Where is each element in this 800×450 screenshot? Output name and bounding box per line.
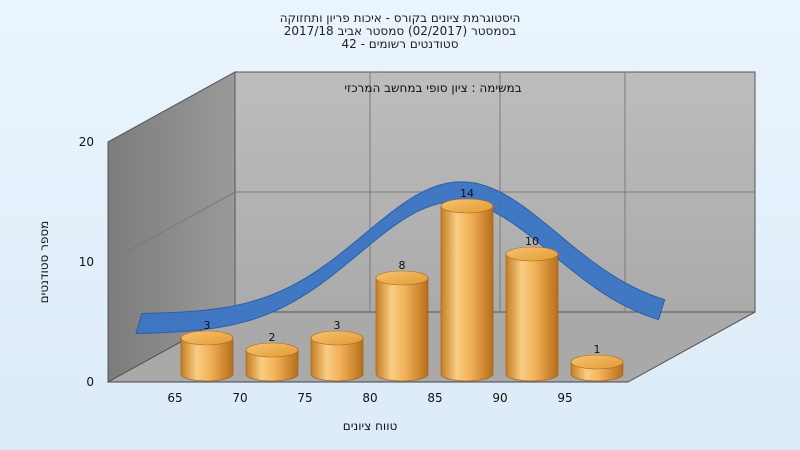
side-grid-line-10 [107, 191, 236, 263]
bar-value-label: 2 [269, 331, 276, 344]
bar [245, 342, 299, 382]
bar-value-label: 8 [399, 259, 406, 272]
bar-body [375, 277, 429, 382]
bar-value-label: 14 [460, 187, 474, 200]
x-tick-label: 70 [232, 391, 247, 405]
bar [180, 330, 234, 382]
bar-value-label: 1 [594, 343, 601, 356]
bar-body [505, 253, 559, 382]
bars-layer [180, 198, 624, 382]
bar-top [180, 330, 234, 346]
chart-title-line-3: סטודנטים רשומים - 42 [341, 37, 458, 51]
x-tick-label: 95 [557, 391, 572, 405]
x-tick-label: 80 [362, 391, 377, 405]
bar-body [180, 337, 234, 382]
x-tick-label: 75 [297, 391, 312, 405]
bar-top [375, 270, 429, 286]
x-axis-label: טווח ציונים [343, 419, 398, 433]
bar-value-label: 10 [525, 235, 539, 248]
bar-value-label: 3 [204, 319, 211, 332]
bar-body [310, 337, 364, 382]
normal-curve-ribbon [135, 181, 666, 334]
x-tick-labels: 65 70 75 80 85 90 95 [167, 391, 572, 405]
chart-subtitle: במשימה : ציון סופי במחשב המרכזי [344, 81, 521, 95]
bar [375, 270, 429, 382]
bar-top [440, 198, 494, 214]
bar-top [505, 246, 559, 262]
y-tick-label: 10 [79, 255, 94, 269]
data-labels-layer: 3 2 3 8 14 10 1 [204, 187, 601, 356]
bar [310, 330, 364, 382]
y-tick-labels: 0 10 20 [79, 135, 94, 389]
y-tick-label: 0 [86, 375, 94, 389]
x-tick-label: 90 [492, 391, 507, 405]
x-tick-label: 85 [427, 391, 442, 405]
bar [440, 198, 494, 382]
y-axis-label: מספר סטודנטים [37, 221, 51, 304]
x-tick-label: 65 [167, 391, 182, 405]
chart-title-line-1: היסטוגרמת ציונים בקורס - איכות פריון ותח… [280, 11, 521, 25]
bar-value-label: 3 [334, 319, 341, 332]
distribution-curve-layer [135, 181, 666, 334]
chart-title-line-2: בסמסטר (02/2017) סמסטר אביב 2017/18 [284, 24, 516, 38]
bar-top [310, 330, 364, 346]
bar [505, 246, 559, 382]
bar-body [245, 349, 299, 382]
y-tick-label: 20 [79, 135, 94, 149]
bar [570, 354, 624, 382]
bar-body [440, 205, 494, 382]
bar-top [245, 342, 299, 358]
bar-top [570, 354, 624, 370]
